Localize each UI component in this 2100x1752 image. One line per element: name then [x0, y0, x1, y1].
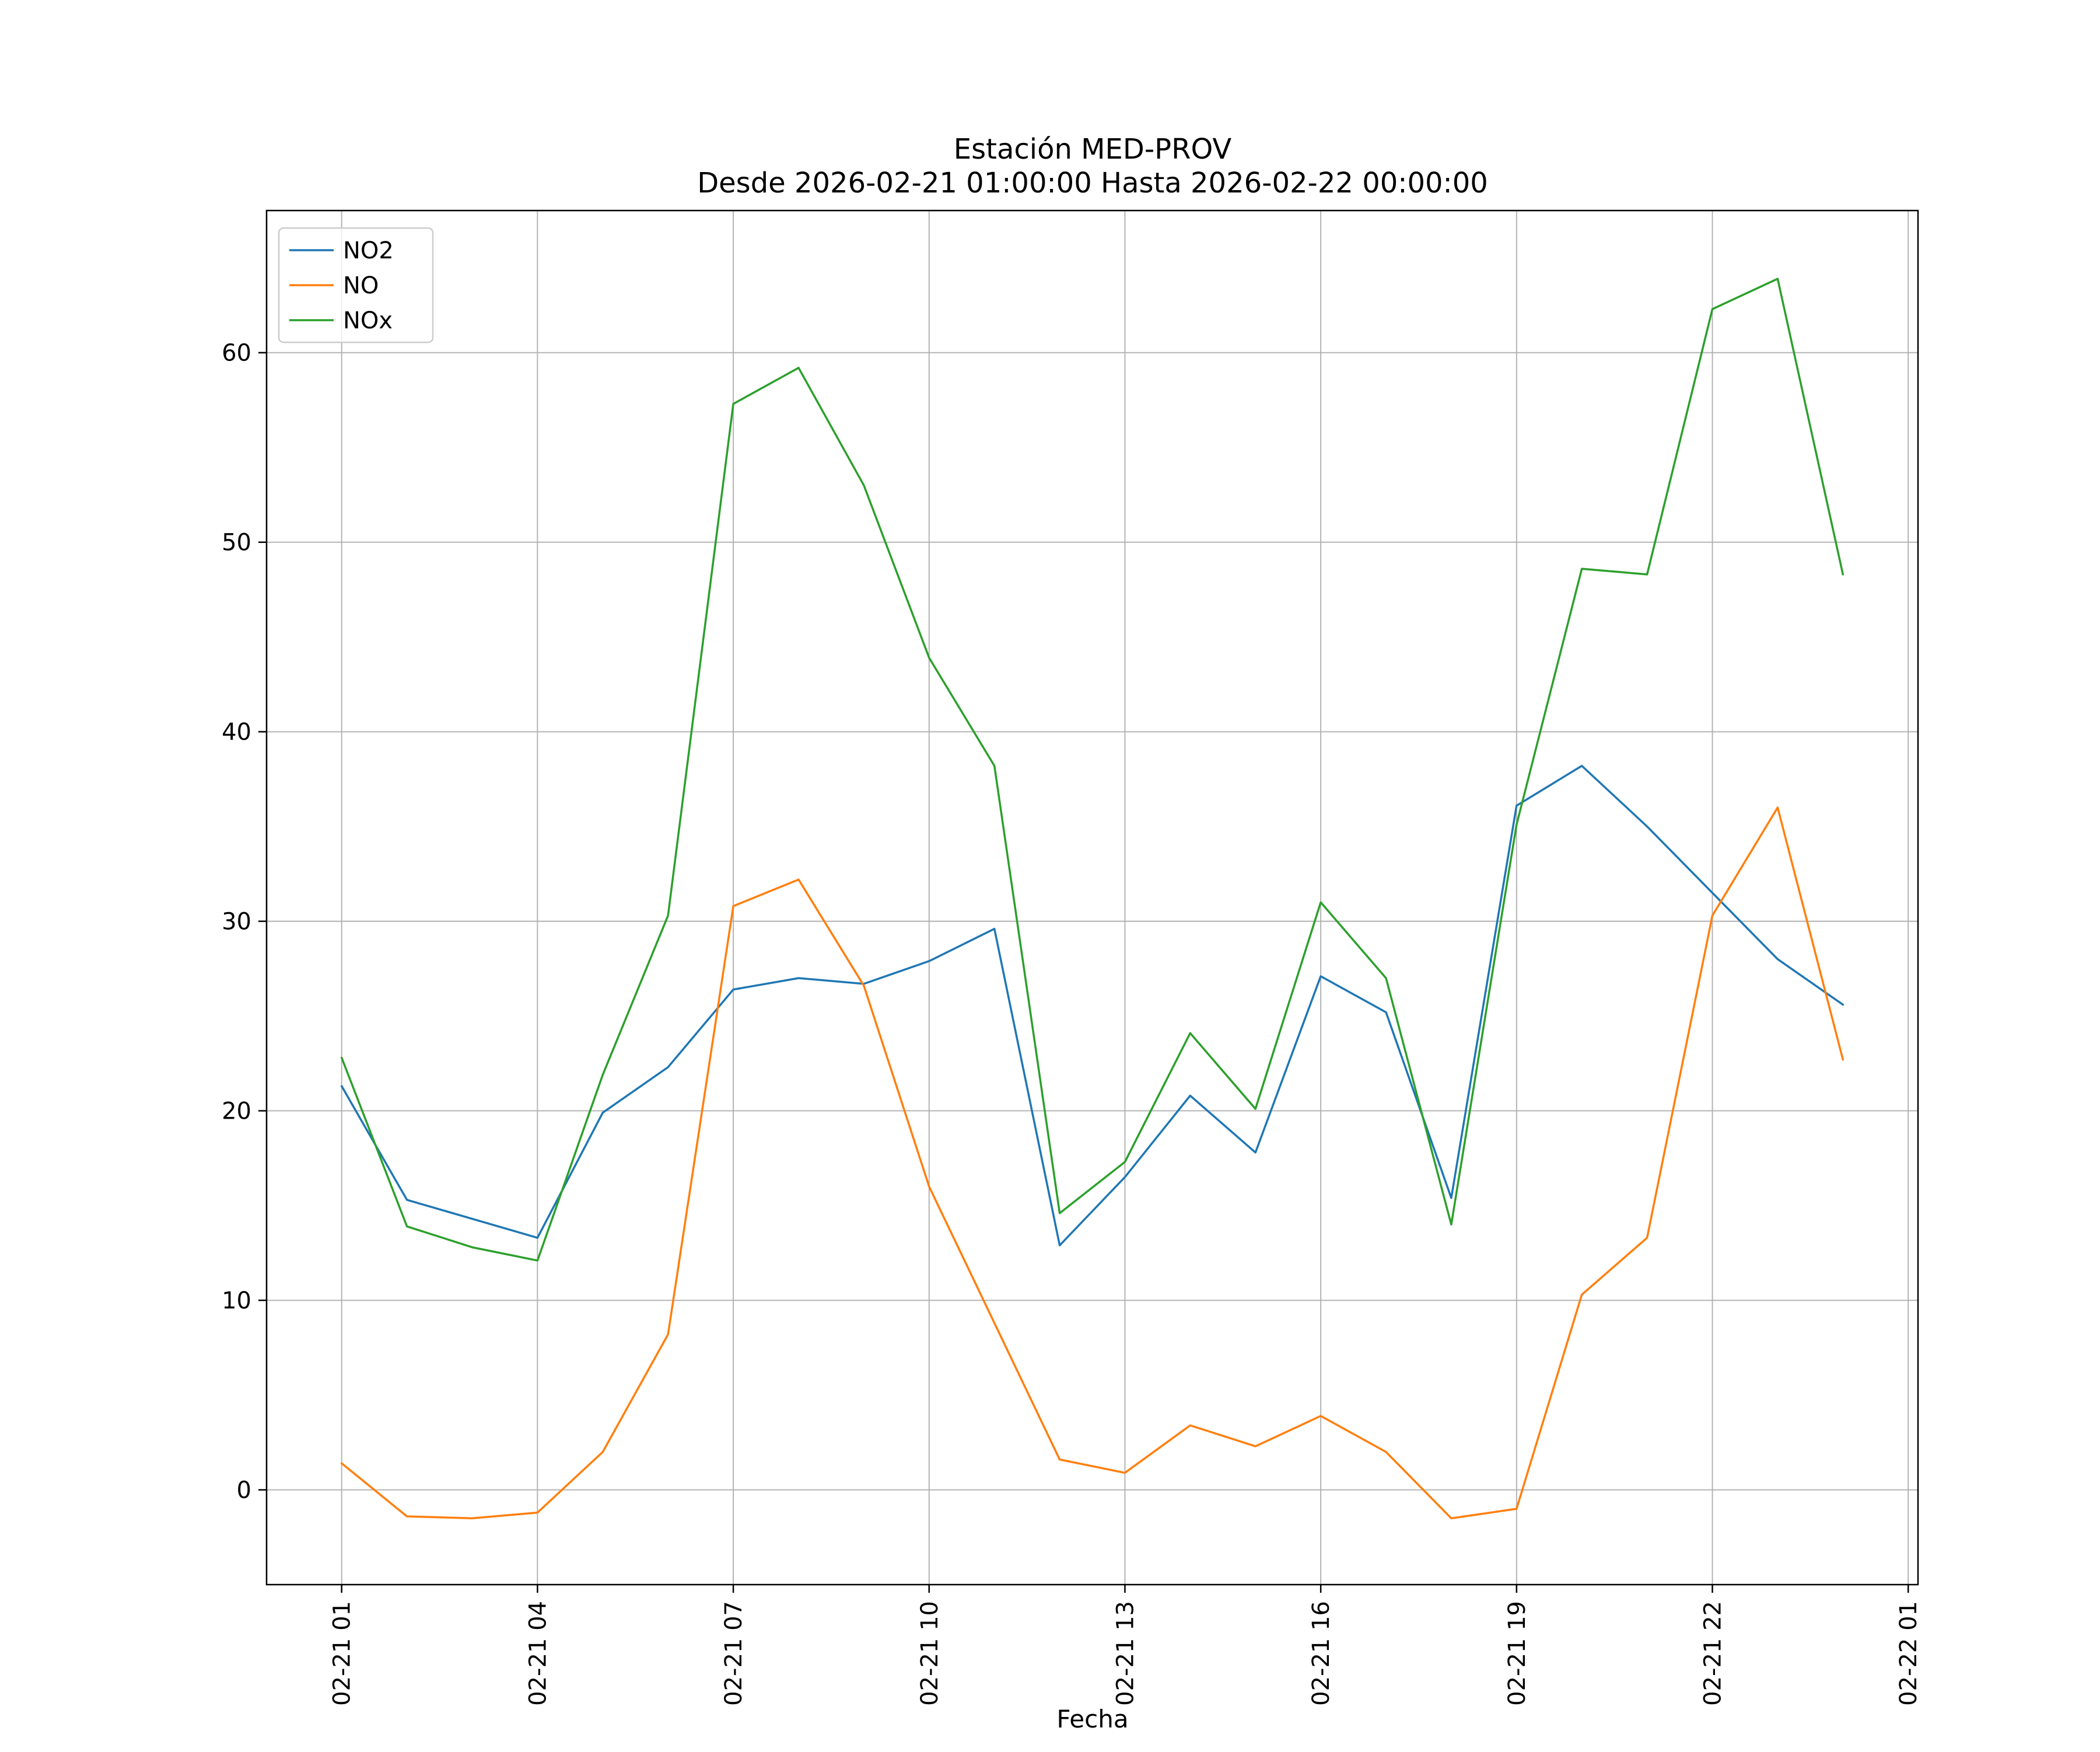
- legend: NO2 NO NOx: [278, 227, 434, 344]
- line-series-NO: [340, 806, 1845, 1520]
- y-tick-label: 30: [222, 909, 251, 935]
- series-layer: [340, 278, 1845, 1520]
- line-series-NO2: [340, 765, 1845, 1247]
- legend-label-NO: NO: [343, 272, 379, 299]
- y-tick-label: 60: [222, 340, 251, 367]
- x-tick-label: 02-21 01: [329, 1601, 356, 1706]
- y-tick-label: 0: [237, 1477, 251, 1504]
- x-tick-label: 02-22 01: [1895, 1601, 1922, 1706]
- chart-title-line1: Estación MED-PROV: [954, 133, 1232, 166]
- x-tick-label: 02-21 19: [1504, 1601, 1531, 1706]
- x-tick-label: 02-21 04: [524, 1601, 551, 1706]
- x-axis-label: Fecha: [1056, 1705, 1128, 1733]
- axes-frame-layer: [265, 209, 1919, 1586]
- y-tick-label: 20: [222, 1098, 251, 1125]
- x-tick-label: 02-21 07: [720, 1601, 747, 1706]
- y-tick-label: 50: [222, 530, 251, 556]
- x-tick-label: 02-21 13: [1112, 1601, 1139, 1706]
- tick-layer: 02-21 01 02-21 04 02-21 07 02-21 10 02-21 13…: [222, 340, 1922, 1706]
- legend-label-NO2: NO2: [343, 237, 394, 264]
- y-tick-label: 40: [222, 719, 251, 746]
- chart-title-line2: Desde 2026-02-21 01:00:00 Hasta 2026-02-…: [697, 167, 1488, 199]
- plot-frame: [265, 209, 1919, 1586]
- x-tick-label: 02-21 16: [1308, 1601, 1335, 1706]
- legend-box: [278, 227, 434, 344]
- line-series-NOx: [340, 278, 1845, 1262]
- legend-label-NOx: NOx: [343, 307, 393, 334]
- x-tick-label: 02-21 22: [1700, 1601, 1727, 1706]
- x-tick-label: 02-21 10: [916, 1601, 943, 1706]
- y-tick-label: 10: [222, 1288, 251, 1315]
- grid-layer: [267, 211, 1918, 1585]
